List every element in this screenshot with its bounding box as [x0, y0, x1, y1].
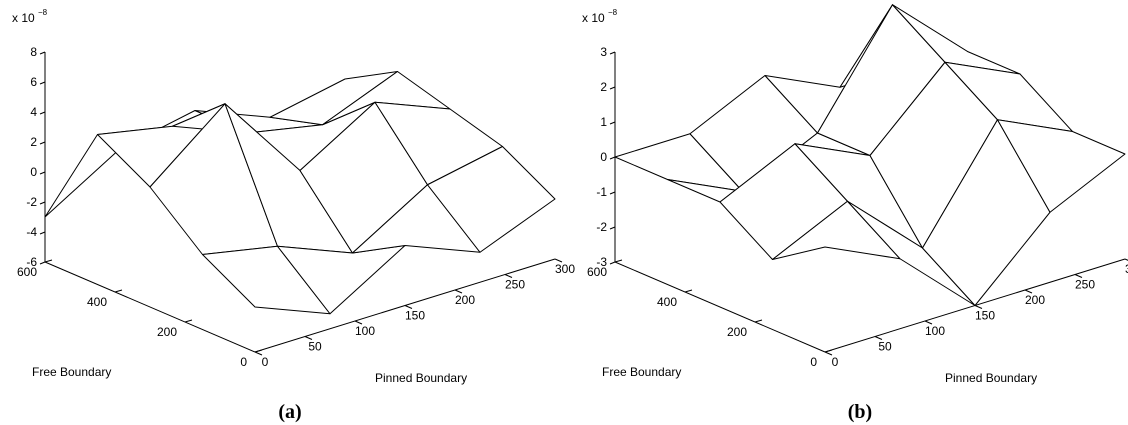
x-tick-label: 50: [308, 340, 322, 354]
z-tick: [609, 226, 616, 230]
y-tick: [824, 349, 833, 353]
y-tick-label: 600: [587, 265, 607, 279]
y-tick-label: 0: [810, 355, 817, 369]
x-axis-label: Pinned Boundary: [375, 371, 467, 385]
z-tick: [39, 81, 46, 85]
z-tick: [39, 51, 46, 55]
z-tick-label: -2: [596, 220, 607, 234]
z-tick-label: -1: [596, 185, 607, 199]
z-tick: [609, 86, 616, 90]
z-tick-label: -2: [26, 195, 37, 209]
z-tick-label: -4: [26, 225, 37, 239]
z-tick: [39, 261, 46, 265]
x-tick: [504, 274, 513, 278]
z-tick-label: 4: [30, 105, 37, 119]
z-tick: [609, 156, 616, 160]
x-tick-label: 200: [455, 293, 475, 307]
x-tick: [254, 351, 263, 356]
surface-patch: [997, 119, 1126, 213]
z-tick: [39, 111, 46, 115]
x-tick-label: 50: [878, 340, 892, 354]
x-tick-label: 0: [832, 355, 839, 369]
x-tick: [304, 336, 313, 340]
x-tick: [874, 336, 883, 340]
y-axis: [614, 261, 826, 353]
z-tick-label: 6: [30, 75, 37, 89]
z-scale: x 10: [12, 11, 35, 25]
z-tick-label: 0: [30, 165, 37, 179]
caption: (a): [278, 401, 301, 423]
z-scale-exponent: −8: [38, 8, 48, 17]
x-tick-label: 100: [355, 324, 375, 338]
y-axis-label: Free Boundary: [602, 365, 681, 379]
z-tick: [609, 261, 616, 265]
z-tick: [39, 141, 46, 145]
z-tick: [609, 51, 616, 55]
y-tick: [754, 319, 763, 323]
z-scale: x 10: [582, 11, 605, 25]
x-axis-label: Pinned Boundary: [945, 371, 1037, 385]
z-tick-label: 1: [600, 115, 607, 129]
x-tick: [1024, 289, 1033, 294]
x-tick-label: 300: [555, 262, 575, 276]
z-tick: [39, 171, 46, 175]
x-tick: [974, 305, 983, 309]
z-tick-label: 2: [30, 135, 37, 149]
caption: (b): [848, 401, 872, 423]
x-tick-label: 300: [1125, 262, 1128, 276]
y-tick-label: 400: [657, 295, 677, 309]
z-tick-label: 2: [600, 80, 607, 94]
surface-patch: [427, 146, 556, 253]
y-tick-label: 200: [157, 325, 177, 339]
y-tick: [184, 319, 193, 323]
y-axis: [44, 261, 256, 353]
x-tick: [404, 305, 413, 309]
z-tick: [39, 231, 46, 235]
x-tick-label: 250: [505, 278, 525, 292]
z-scale-exponent: −8: [608, 8, 618, 17]
x-tick: [354, 320, 363, 325]
x-tick-label: 150: [975, 309, 995, 323]
x-tick: [1124, 258, 1128, 261]
y-tick: [44, 259, 53, 263]
x-tick: [1074, 274, 1083, 278]
y-tick-label: 400: [87, 295, 107, 309]
x-tick: [554, 258, 563, 263]
z-tick: [39, 201, 46, 205]
z-tick: [609, 191, 616, 195]
y-axis-label: Free Boundary: [32, 365, 111, 379]
x-tick-label: 0: [262, 355, 269, 369]
z-tick-label: 0: [600, 150, 607, 164]
y-tick-label: 600: [17, 265, 37, 279]
y-tick-label: 200: [727, 325, 747, 339]
z-tick: [609, 121, 616, 125]
y-tick: [254, 349, 263, 353]
z-tick-label: -3: [596, 255, 607, 269]
y-tick: [114, 289, 123, 293]
y-tick: [614, 259, 623, 263]
x-tick: [924, 320, 933, 325]
x-tick-label: 250: [1075, 278, 1095, 292]
z-tick-label: 3: [600, 45, 607, 59]
x-tick: [824, 351, 833, 356]
x-tick-label: 150: [405, 309, 425, 323]
z-tick-label: -6: [26, 255, 37, 269]
y-tick-label: 0: [240, 355, 247, 369]
y-tick: [684, 289, 693, 293]
x-tick-label: 200: [1025, 293, 1045, 307]
x-tick-label: 100: [925, 324, 945, 338]
x-tick: [454, 289, 463, 294]
z-tick-label: 8: [30, 45, 37, 59]
